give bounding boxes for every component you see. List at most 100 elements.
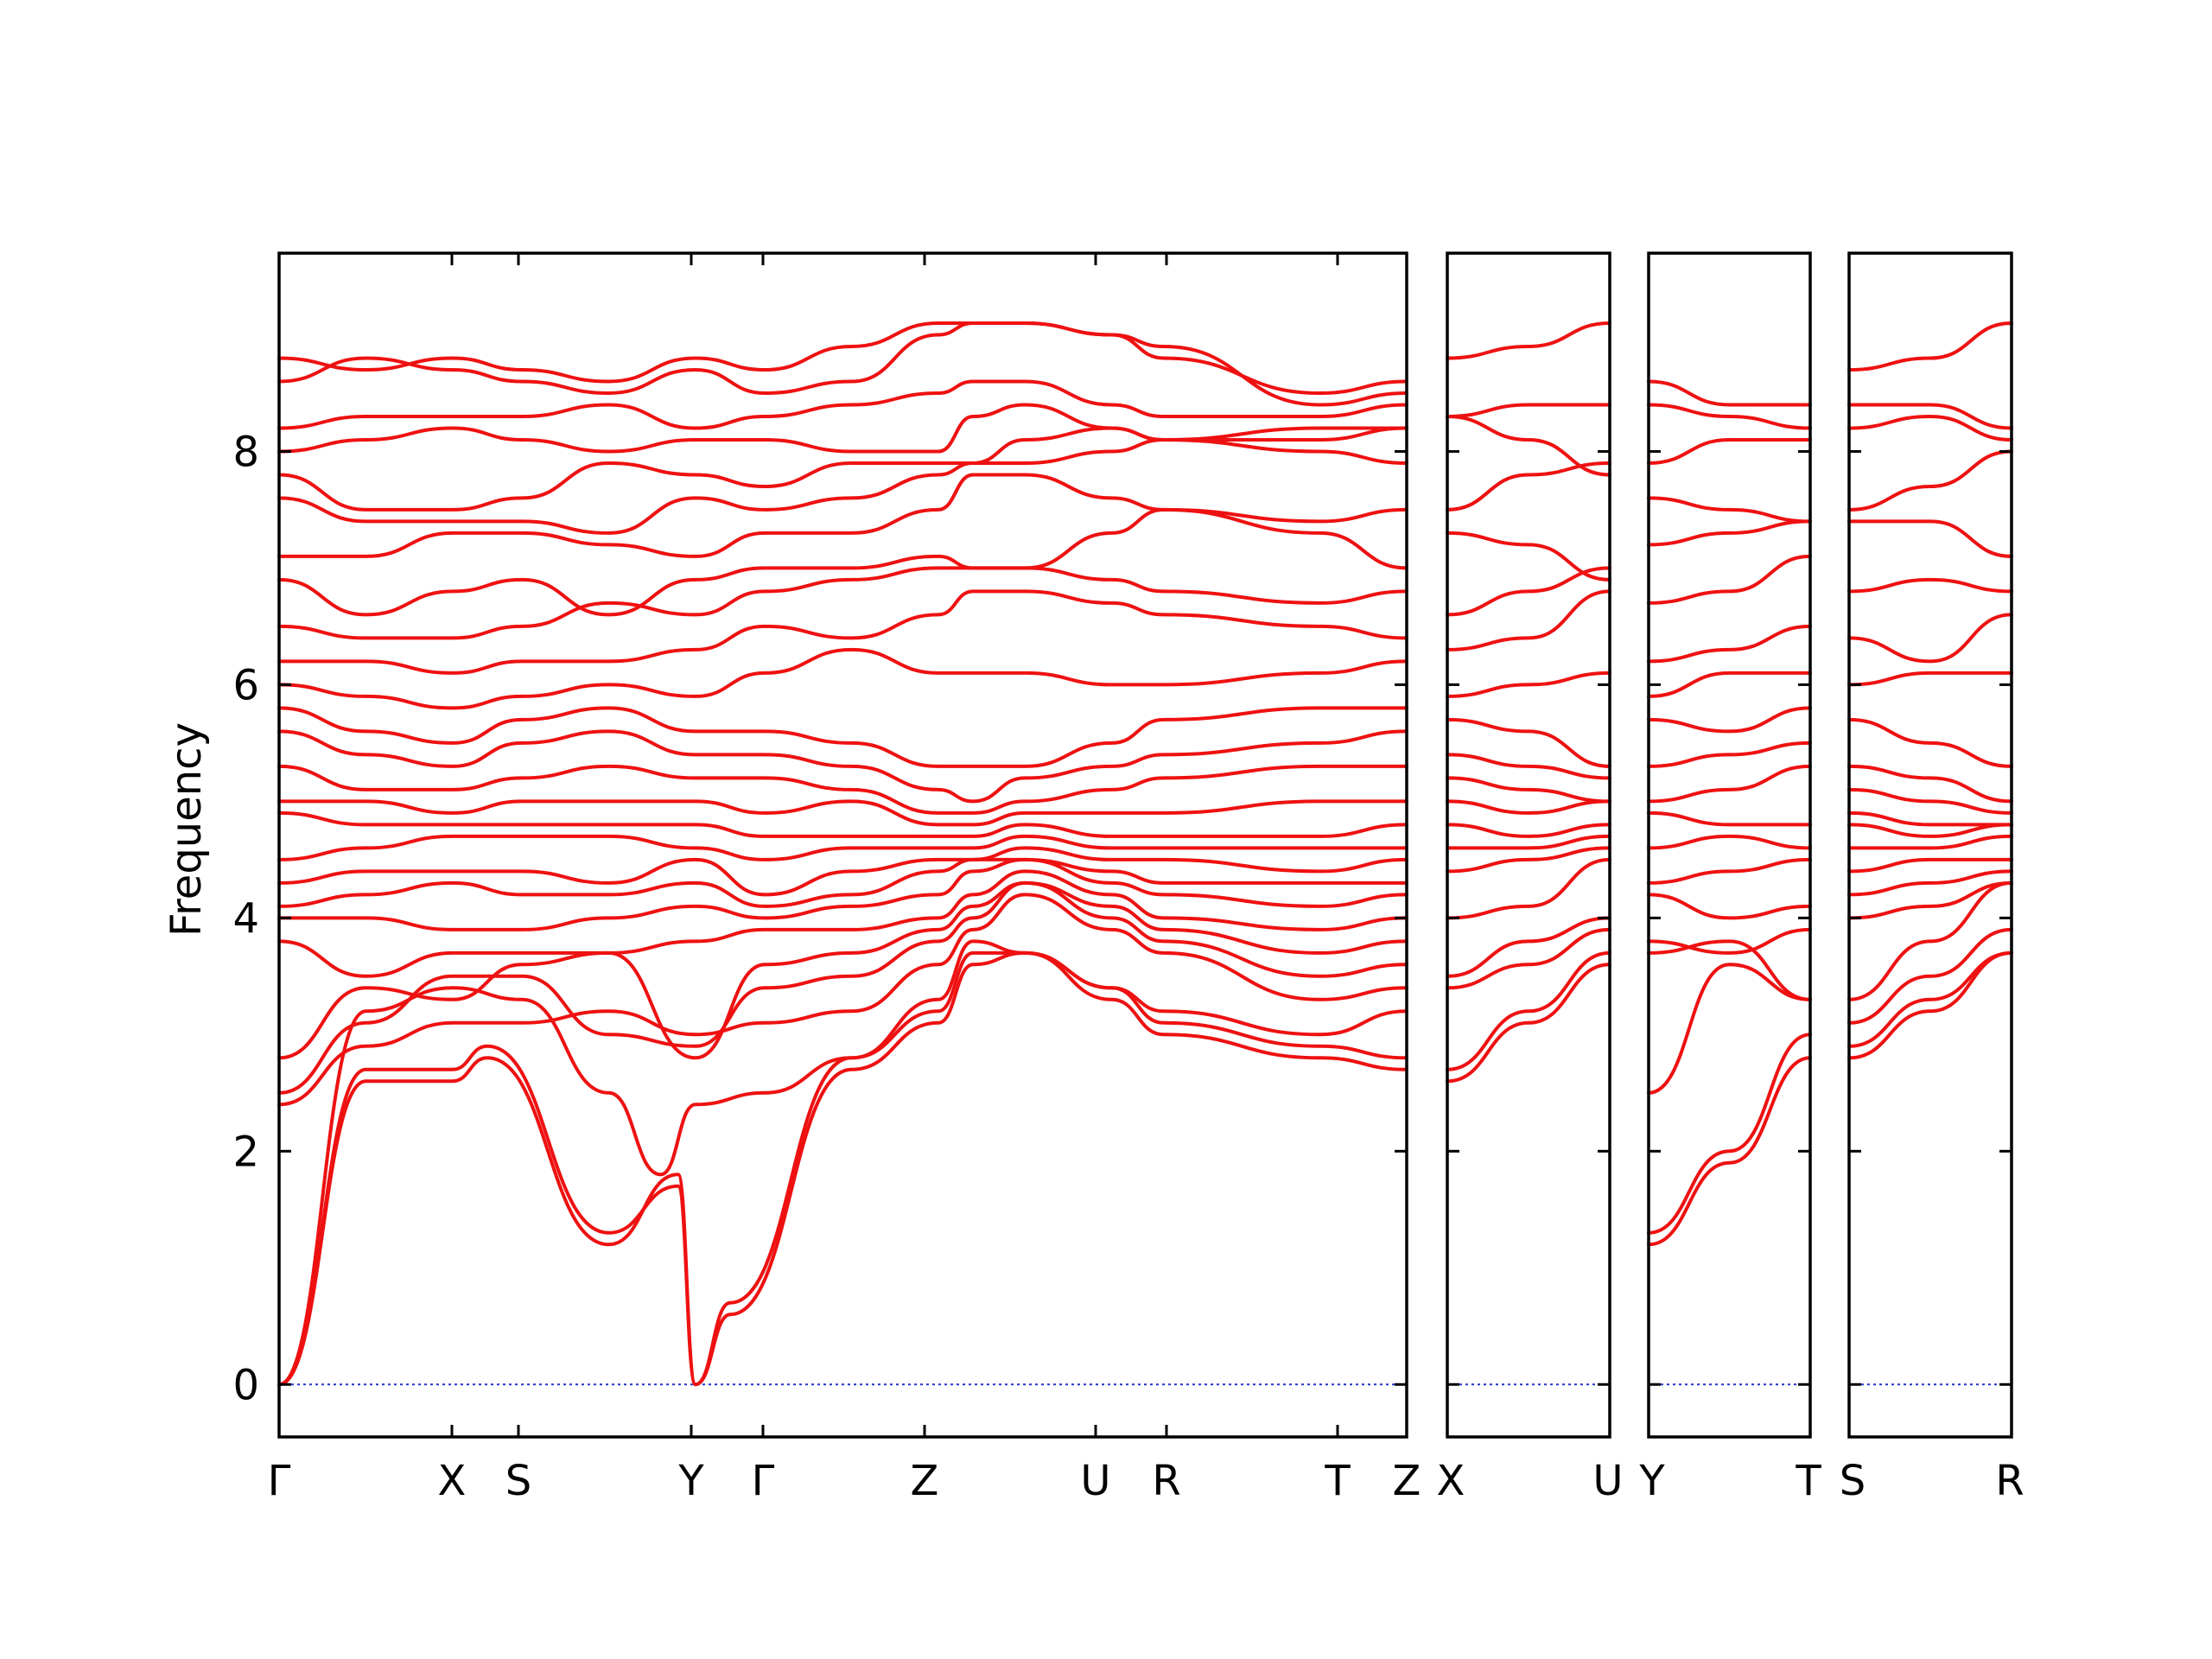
band-X-U-18 [1446,403,1611,418]
band-S-R-17 [1847,449,2013,512]
x-tick-label: Z [1393,1457,1421,1505]
band-S-R-11 [1847,764,2013,804]
band-S-R-19 [1847,403,2013,430]
band-Y-T-16 [1647,496,1812,524]
x-tick-label: X [1437,1457,1465,1505]
band-main-18 [277,566,1408,640]
band-main-14 [277,729,1408,804]
band-S-R-7 [1847,834,2013,850]
band-main-25 [277,321,1408,395]
band-main-3 [277,893,1408,1107]
x-tick-label: S [505,1457,531,1505]
band-main-12 [277,799,1408,827]
band-X-U-11 [1446,717,1611,768]
band-S-R-9 [1847,810,2013,827]
band-main-15 [277,706,1408,768]
band-main-4 [277,880,1408,1095]
band-S-R-10 [1847,787,2013,815]
band-main-2 [277,939,1408,1387]
band-main-16 [277,647,1408,710]
band-Y-T-17 [1647,437,1812,465]
band-S-R-1 [1847,950,2013,1048]
band-Y-T-15 [1647,519,1812,547]
band-S-R-16 [1847,519,2013,558]
band-main-17 [277,589,1408,675]
y-tick-label: 4 [232,894,259,943]
x-tick-label: Z [911,1457,939,1505]
band-Y-T-1 [1647,1033,1812,1235]
band-X-U-4 [1446,857,1611,920]
band-main-6 [277,869,1408,978]
band-Y-T-10 [1647,741,1812,768]
band-S-R-8 [1847,823,2013,838]
band-Y-T-12 [1647,671,1812,698]
band-Y-T-9 [1647,764,1812,804]
band-main-9 [277,846,1408,897]
band-X-U-7 [1446,823,1611,838]
band-S-R-2 [1847,927,2013,1025]
band-main-24 [277,379,1408,430]
band-Y-T-18 [1647,403,1812,430]
band-S-R-5 [1847,869,2013,897]
band-main-11 [277,810,1408,838]
band-Y-T-19 [1647,379,1812,407]
band-S-R-18 [1847,415,2013,442]
band-Y-T-0 [1647,1056,1812,1247]
band-X-U-13 [1446,589,1611,652]
band-X-U-1 [1446,950,1611,1071]
band-main-7 [277,857,1408,931]
band-S-R-12 [1847,717,2013,768]
band-Y-T-11 [1647,706,1812,734]
band-main-0 [277,950,1408,1387]
band-X-U-10 [1446,753,1611,780]
band-S-R-6 [1847,857,2013,874]
y-tick-label: 2 [232,1128,259,1176]
plot-frame [277,251,1408,1439]
band-Y-T-8 [1647,810,1812,827]
band-main-20 [277,473,1408,558]
band-S-R-4 [1847,880,2013,920]
band-X-U-12 [1446,671,1611,698]
band-S-R-3 [1847,880,2013,1001]
band-X-U-8 [1446,799,1611,815]
plot-frame [1647,251,1812,1439]
band-X-U-15 [1446,531,1611,582]
band-Y-T-3 [1647,939,1812,1001]
x-tick-label: Γ [268,1457,291,1505]
band-main-23 [277,403,1408,454]
band-Y-T-14 [1647,554,1812,605]
band-X-U-2 [1446,927,1611,990]
band-Y-T-7 [1647,834,1812,850]
x-tick-label: Y [1638,1457,1665,1505]
band-X-U-17 [1446,415,1611,477]
plot-frame [1446,251,1611,1439]
band-main-8 [277,857,1408,908]
y-axis-label: Frequency [162,722,211,937]
x-tick-label: U [1592,1457,1623,1505]
band-S-R-0 [1847,950,2013,1060]
band-Y-T-2 [1647,963,1812,1095]
band-main-13 [277,764,1408,815]
band-X-U-3 [1446,916,1611,978]
band-Y-T-4 [1647,927,1812,955]
band-X-U-6 [1446,834,1611,850]
band-X-U-9 [1446,776,1611,804]
band-S-R-15 [1847,577,2013,594]
x-tick-label: S [1840,1457,1866,1505]
x-tick-label: Γ [752,1457,775,1505]
y-tick-label: 0 [232,1361,259,1409]
x-tick-label: T [1795,1457,1821,1505]
y-tick-label: 6 [232,661,259,709]
x-tick-label: Y [677,1457,704,1505]
band-S-R-13 [1847,671,2013,687]
y-tick-label: 8 [232,428,259,476]
x-tick-label: R [1995,1457,2024,1505]
band-main-26 [277,321,1408,407]
band-main-10 [277,834,1408,861]
band-main-1 [277,950,1408,1387]
x-tick-label: U [1080,1457,1110,1505]
